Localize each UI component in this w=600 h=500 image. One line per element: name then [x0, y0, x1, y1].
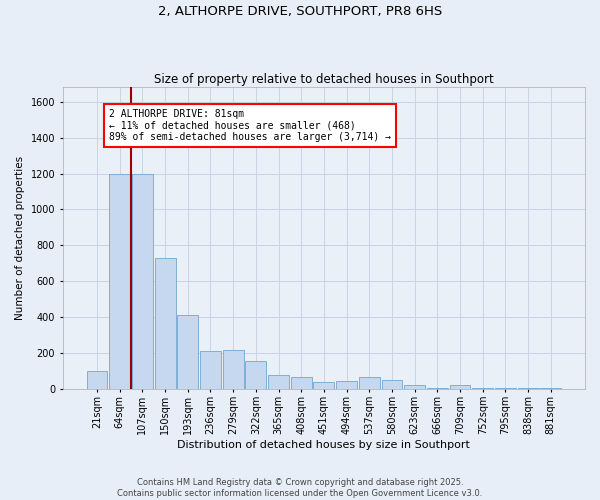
- Text: 2 ALTHORPE DRIVE: 81sqm
← 11% of detached houses are smaller (468)
89% of semi-d: 2 ALTHORPE DRIVE: 81sqm ← 11% of detache…: [109, 109, 391, 142]
- Bar: [291, 377, 311, 390]
- Title: Size of property relative to detached houses in Southport: Size of property relative to detached ho…: [154, 73, 494, 86]
- Bar: [132, 174, 153, 390]
- Text: 2, ALTHORPE DRIVE, SOUTHPORT, PR8 6HS: 2, ALTHORPE DRIVE, SOUTHPORT, PR8 6HS: [158, 5, 442, 18]
- Bar: [359, 377, 380, 390]
- Bar: [268, 375, 289, 390]
- Bar: [155, 258, 176, 390]
- Bar: [472, 388, 493, 390]
- Bar: [336, 382, 357, 390]
- Bar: [86, 372, 107, 390]
- Bar: [427, 388, 448, 390]
- Bar: [313, 382, 334, 390]
- Bar: [178, 314, 198, 390]
- Text: Contains HM Land Registry data © Crown copyright and database right 2025.
Contai: Contains HM Land Registry data © Crown c…: [118, 478, 482, 498]
- Bar: [495, 388, 516, 390]
- Y-axis label: Number of detached properties: Number of detached properties: [15, 156, 25, 320]
- Bar: [518, 388, 539, 390]
- Bar: [382, 380, 403, 390]
- Bar: [245, 360, 266, 390]
- Bar: [109, 174, 130, 390]
- Bar: [541, 388, 561, 390]
- Bar: [223, 350, 244, 390]
- X-axis label: Distribution of detached houses by size in Southport: Distribution of detached houses by size …: [178, 440, 470, 450]
- Bar: [200, 350, 221, 390]
- Bar: [404, 385, 425, 390]
- Bar: [449, 385, 470, 390]
